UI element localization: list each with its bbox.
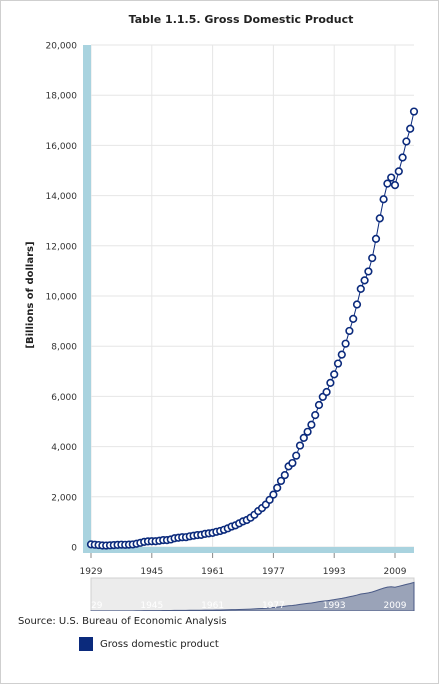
x-axis-band [83,547,414,553]
gdp-point-1977[interactable] [269,490,278,499]
x-tick-label-1: 1945 [140,567,163,577]
y-tick-label-5: 10,000 [46,293,78,303]
gdp-point-1976[interactable] [265,495,274,504]
gdp-point-1984[interactable] [295,441,305,450]
y-tick-label-7: 14,000 [46,192,78,202]
navigator-label-5: 2009 [384,601,407,611]
navigator-area [90,581,415,612]
gdp-point-1985[interactable] [299,433,308,443]
gdp-point-1979[interactable] [276,476,286,486]
navigator-label-4: 1993 [323,601,346,611]
axis-bands [83,45,414,553]
y-tick-label-1: 2,000 [51,493,77,503]
navigator-label-0: 1929 [80,601,103,611]
range-navigator[interactable]: 1929 1945 1961 1977 1993 2009 [80,577,415,612]
gdp-point-1988[interactable] [311,411,320,420]
gdp-point-2008[interactable] [387,173,396,182]
gdp-point-2014[interactable] [409,107,419,116]
chart-title: Table 1.1.5. Gross Domestic Product [129,13,354,26]
legend[interactable]: Gross domestic product [79,637,219,651]
x-tick-label-3: 1977 [262,567,285,577]
navigator-label-2: 1961 [201,601,224,611]
y-tick-label-8: 16,000 [46,142,78,152]
navigator-label-3: 1977 [262,601,285,611]
y-tick-label-6: 12,000 [46,242,78,252]
gdp-point-2010[interactable] [394,167,403,176]
y-axis-label: [Billions of dollars] [25,241,36,348]
source-note: Source: U.S. Bureau of Economic Analysis [18,616,227,627]
navigator-label-1: 1945 [140,601,163,611]
gdp-point-1991[interactable] [322,387,331,397]
y-tick-label-2: 4,000 [51,443,77,453]
gdp-point-2005[interactable] [375,214,384,223]
x-tick-label-4: 1993 [323,567,346,577]
gdp-point-1982[interactable] [288,458,297,468]
gdp-point-2009[interactable] [390,180,400,190]
gdp-point-2003[interactable] [368,253,377,263]
gdp-point-2011[interactable] [398,153,407,162]
gdp-point-2012[interactable] [402,137,411,146]
x-axis-ticks: 1929 1945 1961 1977 1993 2009 [80,553,407,577]
gdp-point-1987[interactable] [307,420,316,429]
y-tick-label-10: 20,000 [46,42,78,52]
gdp-point-2007[interactable] [383,179,392,188]
gdp-point-1997[interactable] [345,326,354,336]
y-tick-label-9: 18,000 [46,92,78,102]
y-tick-label-3: 6,000 [51,393,77,403]
x-tick-label-0: 1929 [80,567,103,577]
grid-lines [90,44,414,548]
gdp-chart: Table 1.1.5. Gross Domestic Product [Bil… [25,13,419,612]
gdp-point-1986[interactable] [303,427,312,436]
x-tick-label-5: 2009 [384,567,407,577]
gdp-point-1996[interactable] [341,339,350,348]
gdp-point-1994[interactable] [333,359,343,368]
gdp-point-1992[interactable] [326,378,335,387]
x-tick-label-2: 1961 [201,567,224,577]
gdp-point-2002[interactable] [364,267,373,276]
gdp-point-2004[interactable] [371,234,381,243]
gdp-point-2013[interactable] [406,124,415,133]
gdp-point-2001[interactable] [360,276,369,285]
gdp-series-markers [86,107,419,550]
gdp-point-1993[interactable] [330,370,339,379]
gdp-point-2006[interactable] [379,195,388,204]
gdp-series-line [90,111,415,547]
gdp-point-1980[interactable] [280,471,289,480]
y-tick-label-4: 8,000 [51,343,77,353]
gdp-point-1983[interactable] [292,451,301,460]
legend-swatch [79,637,93,651]
gdp-point-1989[interactable] [314,400,324,410]
gdp-point-1978[interactable] [273,483,282,492]
y-axis-ticks: 0 2,000 4,000 6,000 8,000 10,000 12,000 14,000 1… [46,42,78,554]
y-tick-label-0: 0 [71,544,77,554]
y-axis-band [83,45,91,553]
legend-label: Gross domestic product [100,638,219,650]
gdp-point-1995[interactable] [337,350,346,359]
gdp-point-1998[interactable] [349,314,358,323]
gdp-point-2000[interactable] [356,284,365,293]
gdp-point-1999[interactable] [352,300,362,309]
